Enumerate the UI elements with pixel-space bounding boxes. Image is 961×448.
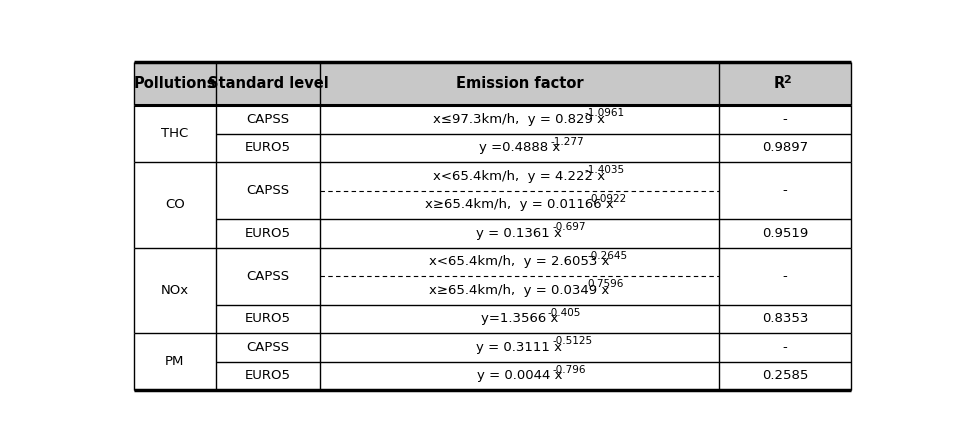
Text: 0.9897: 0.9897 (762, 142, 808, 155)
Text: -0.796: -0.796 (553, 365, 586, 375)
Text: x≥65.4km/h,  y = 0.01166 x: x≥65.4km/h, y = 0.01166 x (425, 198, 614, 211)
Text: Pollutions: Pollutions (134, 76, 216, 91)
Text: EURO5: EURO5 (245, 142, 291, 155)
Text: 0.2585: 0.2585 (762, 369, 808, 382)
Text: y = 0.0044 x: y = 0.0044 x (477, 369, 562, 382)
Text: -: - (782, 184, 787, 197)
Text: x<65.4km/h,  y = 4.222 x: x<65.4km/h, y = 4.222 x (433, 170, 605, 183)
Text: 0.0922: 0.0922 (590, 194, 627, 204)
Text: EURO5: EURO5 (245, 369, 291, 382)
Text: -0.405: -0.405 (548, 308, 580, 318)
Text: -: - (782, 341, 787, 354)
Text: EURO5: EURO5 (245, 312, 291, 325)
Text: -: - (782, 270, 787, 283)
Bar (134, 62, 851, 105)
Text: 0.9519: 0.9519 (762, 227, 808, 240)
Text: R: R (774, 76, 785, 91)
Text: -1.0961: -1.0961 (584, 108, 625, 118)
Text: PM: PM (165, 355, 185, 368)
Text: x≥65.4km/h,  y = 0.0349 x: x≥65.4km/h, y = 0.0349 x (430, 284, 609, 297)
Text: 0.8353: 0.8353 (762, 312, 808, 325)
Text: NOx: NOx (160, 284, 189, 297)
Text: -0.5125: -0.5125 (553, 336, 593, 346)
Text: -0.697: -0.697 (553, 222, 586, 232)
Text: x<65.4km/h,  y = 2.6053 x: x<65.4km/h, y = 2.6053 x (430, 255, 609, 268)
Text: CAPSS: CAPSS (247, 113, 289, 126)
Text: EURO5: EURO5 (245, 227, 291, 240)
Text: y=1.3566 x: y=1.3566 x (480, 312, 558, 325)
Text: x≤97.3km/h,  y = 0.829 x: x≤97.3km/h, y = 0.829 x (433, 113, 605, 126)
Text: y = 0.3111 x: y = 0.3111 x (477, 341, 562, 354)
Text: Emission factor: Emission factor (456, 76, 583, 91)
Text: -1.4035: -1.4035 (584, 165, 625, 175)
Text: -: - (782, 113, 787, 126)
Text: y =0.4888 x: y =0.4888 x (479, 142, 560, 155)
Text: -1.277: -1.277 (550, 137, 583, 146)
Text: 0.7596: 0.7596 (587, 279, 624, 289)
Text: CO: CO (165, 198, 185, 211)
Text: CAPSS: CAPSS (247, 184, 289, 197)
Text: -0.2645: -0.2645 (587, 250, 628, 261)
Text: Standard level: Standard level (208, 76, 329, 91)
Text: CAPSS: CAPSS (247, 341, 289, 354)
Text: y = 0.1361 x: y = 0.1361 x (477, 227, 562, 240)
Text: 2: 2 (783, 75, 791, 85)
Text: CAPSS: CAPSS (247, 270, 289, 283)
Text: THC: THC (161, 127, 188, 140)
